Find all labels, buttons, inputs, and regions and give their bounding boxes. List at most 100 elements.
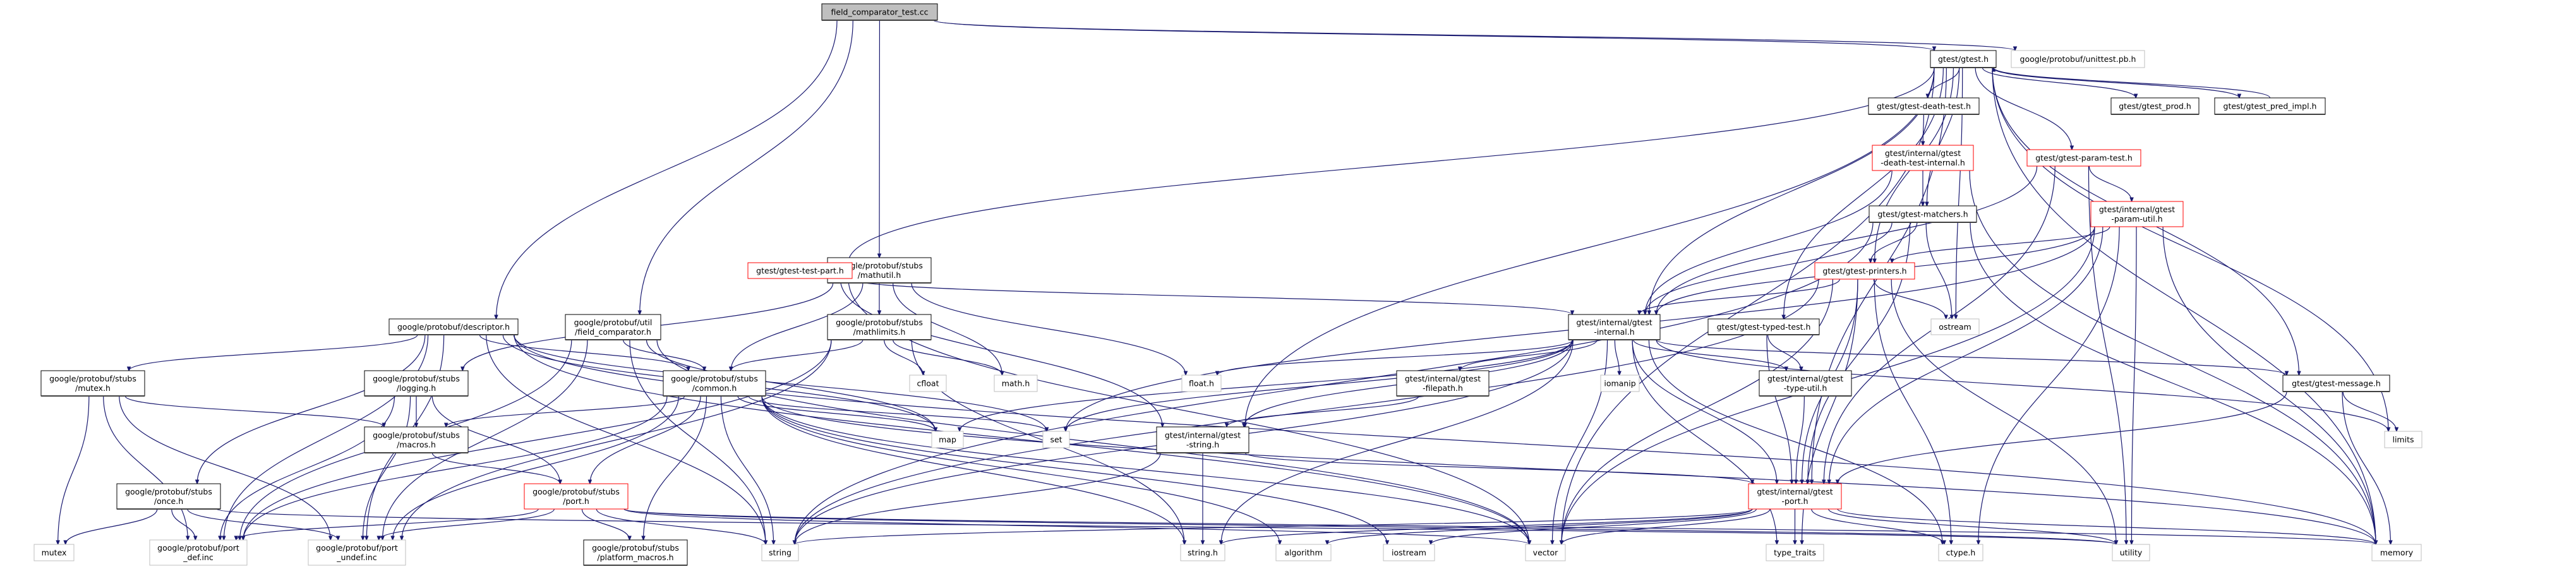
node-label-line: /field_comparator.h (575, 327, 651, 337)
edge-port-to-memory (623, 508, 2376, 544)
node-box (2110, 97, 2200, 115)
node-testpart[interactable]: gtest/gtest-test-part.h (747, 262, 853, 279)
node-stringh[interactable]: string.h (1180, 544, 1225, 561)
node-box (565, 314, 661, 340)
edge-typed-to-gport (1766, 334, 1792, 484)
node-label: utility (2120, 548, 2143, 558)
edge-port-to-platform (581, 508, 629, 540)
edge-port-to-vector (623, 508, 1529, 544)
edge-matchers-to-string (795, 222, 1874, 544)
node-macros[interactable]: google/protobuf/stubs/macros.h (364, 426, 469, 453)
edge-paramutil-to-memory (2162, 226, 2376, 544)
node-ostream[interactable]: ostream (1930, 318, 1980, 335)
node-utility[interactable]: utility (2112, 544, 2150, 561)
edge-common-to-string (720, 395, 773, 544)
node-port[interactable]: google/protobuf/stubs/port.h (524, 483, 629, 510)
node-portundef[interactable]: google/protobuf/port _undef.inc (308, 539, 406, 566)
node-descriptor[interactable]: google/protobuf/descriptor.h (388, 318, 519, 335)
node-label-line: gtest/gtest_pred_impl.h (2224, 102, 2317, 111)
node-deathint[interactable]: gtest/internal/gtest -death-test-internal… (1872, 145, 1974, 171)
edge-gport-to-iostream (1431, 508, 1757, 544)
node-box (1181, 374, 1222, 392)
node-pred[interactable]: gtest/gtest_pred_impl.h (2214, 97, 2326, 115)
edge-internal-to-typeutil (1633, 339, 1786, 371)
node-fcmp[interactable]: google/protobuf/util/field_comparator.h (565, 314, 661, 340)
node-label: gtest/gtest_prod.h (2119, 102, 2191, 111)
node-set[interactable]: set (1042, 431, 1070, 448)
node-label-line: gtest/gtest-typed-test.h (1717, 322, 1811, 332)
edge-gtest-to-testpart (848, 67, 1935, 263)
node-label: gtest/internal/gtest -filepath.h (1405, 374, 1481, 393)
node-paramutil[interactable]: gtest/internal/gtest -param-util.h (2090, 201, 2184, 227)
edge-mathutil-to-math (893, 282, 1002, 375)
node-death[interactable]: gtest/gtest-death-test.h (1868, 97, 1980, 115)
node-internal[interactable]: gtest/internal/gtest -internal.h (1568, 314, 1661, 340)
node-box (364, 370, 469, 397)
node-mathlimits[interactable]: google/protobuf/stubs/mathlimits.h (827, 314, 932, 340)
node-label: google/protobuf/stubs/mathlimits.h (836, 318, 923, 337)
node-label-line: utility (2120, 548, 2143, 558)
node-platform[interactable]: google/protobuf/stubs/platform_macros.h (583, 539, 688, 566)
edge-gtest-to-gstring (1245, 67, 1935, 427)
node-box (583, 539, 688, 566)
edge-port-to-portundef (379, 508, 555, 540)
node-unittest[interactable]: google/protobuf/unittest.pb.h (2011, 50, 2145, 68)
node-common[interactable]: google/protobuf/stubs/common.h (663, 370, 766, 397)
edge-testpart-to-internal (848, 278, 1572, 314)
node-ctype[interactable]: ctype.h (1938, 544, 1983, 561)
node-iomanip[interactable]: iomanip (1600, 374, 1640, 392)
node-label-line: string.h (1188, 548, 1218, 558)
edge-deathint-to-internal (1645, 170, 1893, 314)
edge-port-to-portdef (236, 508, 539, 540)
node-typed[interactable]: gtest/gtest-typed-test.h (1707, 318, 1820, 335)
node-box (1180, 544, 1225, 561)
edge-matchers-to-internal (1645, 222, 1893, 314)
node-logging[interactable]: google/protobuf/stubs/logging.h (364, 370, 469, 397)
node-memory[interactable]: memory (2371, 544, 2422, 561)
node-label: google/protobuf/stubs/macros.h (373, 431, 460, 450)
node-filepath[interactable]: gtest/internal/gtest -filepath.h (1396, 370, 1490, 397)
edge-descriptor-to-vector (514, 334, 1529, 544)
node-label: gtest/gtest-printers.h (1822, 267, 1906, 276)
node-gtest[interactable]: gtest/gtest.h (1930, 50, 1997, 68)
node-once[interactable]: google/protobuf/stubs/once.h (116, 483, 221, 510)
edge-gport-to-ctype (1811, 508, 1944, 544)
node-portdef[interactable]: google/protobuf/port _def.inc (149, 539, 248, 566)
node-gstring[interactable]: gtest/internal/gtest -string.h (1156, 426, 1249, 453)
edge-gtest-to-matchers (1927, 67, 1960, 206)
node-gport[interactable]: gtest/internal/gtest -port.h (1748, 483, 1842, 510)
node-label-line: /once.h (154, 496, 183, 506)
node-cfloat[interactable]: cfloat (909, 374, 947, 392)
node-label-line: vector (1533, 548, 1559, 558)
node-box (1600, 374, 1640, 392)
node-printers[interactable]: gtest/gtest-printers.h (1814, 262, 1915, 280)
node-label-line: gtest/gtest-test-part.h (756, 266, 844, 275)
node-label: google/protobuf/unittest.pb.h (2020, 54, 2136, 64)
node-mutex[interactable]: mutex (33, 544, 75, 561)
node-prod[interactable]: gtest/gtest_prod.h (2110, 97, 2200, 115)
node-box (1930, 318, 1980, 335)
node-mutexh[interactable]: google/protobuf/stubs/mutex.h (40, 370, 145, 397)
node-typetraits[interactable]: type_traits (1766, 544, 1824, 561)
edge-root-to-fcmp (640, 20, 853, 314)
node-label-line: type_traits (1774, 548, 1816, 558)
node-message[interactable]: gtest/gtest-message.h (2282, 374, 2390, 392)
node-param[interactable]: gtest/gtest-param-test.h (2026, 149, 2141, 167)
node-matchers[interactable]: gtest/gtest-matchers.h (1869, 205, 1977, 223)
node-math[interactable]: math.h (994, 374, 1038, 392)
node-box (1042, 431, 1070, 448)
node-root[interactable]: field_comparator_test.cc (821, 3, 938, 21)
node-typeutil[interactable]: gtest/internal/gtest -type-util.h (1759, 370, 1852, 397)
node-limits[interactable]: limits (2384, 431, 2423, 448)
node-algorithm[interactable]: algorithm (1275, 544, 1332, 561)
edge-pred-to-gtest (1994, 68, 2271, 99)
edge-testpart-to-vector (848, 278, 1529, 544)
edge-logging-to-portdef (220, 395, 395, 540)
node-vector[interactable]: vector (1525, 544, 1566, 561)
node-iostream[interactable]: iostream (1383, 544, 1435, 561)
node-map[interactable]: map (931, 431, 964, 448)
node-string[interactable]: string (761, 544, 799, 561)
node-float[interactable]: float.h (1181, 374, 1222, 392)
edge-common-to-set (748, 395, 1047, 431)
node-box (2090, 201, 2184, 227)
